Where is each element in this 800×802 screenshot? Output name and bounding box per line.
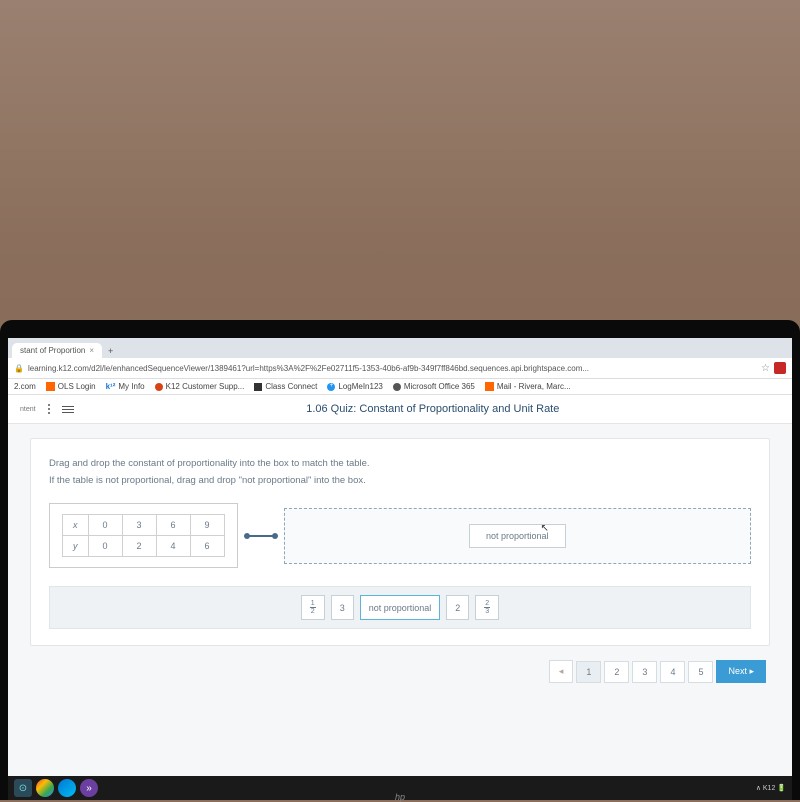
bookmark-item[interactable]: Mail - Rivera, Marc...: [485, 382, 571, 391]
pagination: ◂ 1 2 3 4 5 Next ▸: [30, 660, 770, 683]
bookmark-item[interactable]: +LogMeIn123: [327, 382, 382, 391]
browser-tab-bar: stant of Proportion × +: [8, 338, 792, 358]
table-cell: 2: [122, 536, 156, 557]
edge-icon[interactable]: [58, 779, 76, 797]
system-tray[interactable]: ∧ K12 🔋: [756, 784, 786, 792]
table-cell: 0: [88, 536, 122, 557]
cursor-icon: ↖: [541, 523, 549, 534]
bookmark-item[interactable]: 2.com: [14, 382, 36, 391]
connector-line: [246, 535, 276, 537]
lock-icon: 🔒: [14, 364, 24, 373]
url-text[interactable]: learning.k12.com/d2l/le/enhancedSequence…: [28, 364, 757, 373]
content-nav-label[interactable]: ntent: [20, 406, 36, 413]
choice-option[interactable]: not proportional: [360, 595, 441, 620]
hp-logo: hp: [395, 792, 405, 802]
prev-page-button[interactable]: ◂: [549, 660, 574, 683]
work-area: x 0 3 6 9 y 0 2 4 6: [49, 503, 751, 568]
next-button[interactable]: Next ▸: [716, 660, 766, 683]
search-icon[interactable]: ⊙: [14, 779, 32, 797]
row-label: x: [63, 515, 89, 536]
choice-option[interactable]: 2: [446, 595, 469, 620]
new-tab-button[interactable]: +: [102, 344, 119, 358]
tab-title: stant of Proportion: [20, 346, 85, 355]
question-card: Drag and drop the constant of proportion…: [30, 438, 770, 646]
content-area: Drag and drop the constant of proportion…: [8, 424, 792, 800]
choice-option[interactable]: 3: [331, 595, 354, 620]
bookmark-item[interactable]: Class Connect: [254, 382, 317, 391]
data-table: x 0 3 6 9 y 0 2 4 6: [62, 514, 225, 557]
dropped-answer[interactable]: not proportional: [469, 524, 566, 548]
answer-drop-zone[interactable]: ↖ not proportional: [284, 508, 751, 564]
choice-option[interactable]: 12: [301, 595, 325, 620]
browser-tab[interactable]: stant of Proportion ×: [12, 343, 102, 358]
row-label: y: [63, 536, 89, 557]
answer-choices: 12 3 not proportional 2 23: [49, 586, 751, 629]
close-icon[interactable]: ×: [89, 346, 94, 355]
quiz-title: 1.06 Quiz: Constant of Proportionality a…: [86, 403, 780, 415]
app-icon[interactable]: »: [80, 779, 98, 797]
address-bar: 🔒 learning.k12.com/d2l/le/enhancedSequen…: [8, 358, 792, 379]
extension-icon[interactable]: [774, 362, 786, 374]
table-cell: 6: [156, 515, 190, 536]
more-icon[interactable]: [48, 404, 50, 414]
menu-icon[interactable]: [62, 406, 74, 413]
bookmark-item[interactable]: OLS Login: [46, 382, 96, 391]
table-cell: 6: [190, 536, 224, 557]
data-table-box: x 0 3 6 9 y 0 2 4 6: [49, 503, 238, 568]
page-number-button[interactable]: 3: [632, 661, 657, 683]
table-cell: 9: [190, 515, 224, 536]
chrome-icon[interactable]: [36, 779, 54, 797]
table-cell: 4: [156, 536, 190, 557]
table-row: x 0 3 6 9: [63, 515, 225, 536]
star-icon[interactable]: ☆: [761, 363, 770, 374]
choice-option[interactable]: 23: [475, 595, 499, 620]
page-number-button[interactable]: 2: [604, 661, 629, 683]
screen: stant of Proportion × + 🔒 learning.k12.c…: [8, 338, 792, 800]
page-number-button[interactable]: 1: [576, 661, 601, 683]
page-number-button[interactable]: 5: [688, 661, 713, 683]
bookmark-item[interactable]: Microsoft Office 365: [393, 382, 475, 391]
table-row: y 0 2 4 6: [63, 536, 225, 557]
quiz-header: ntent 1.06 Quiz: Constant of Proportiona…: [8, 395, 792, 424]
page-number-button[interactable]: 4: [660, 661, 685, 683]
bookmark-item[interactable]: K12 Customer Supp...: [155, 382, 245, 391]
table-cell: 3: [122, 515, 156, 536]
bookmarks-bar: 2.com OLS Login k¹²My Info K12 Customer …: [8, 379, 792, 395]
instruction-text: Drag and drop the constant of proportion…: [49, 455, 751, 489]
table-cell: 0: [88, 515, 122, 536]
laptop-frame: stant of Proportion × + 🔒 learning.k12.c…: [0, 320, 800, 800]
bookmark-item[interactable]: k¹²My Info: [106, 382, 145, 391]
